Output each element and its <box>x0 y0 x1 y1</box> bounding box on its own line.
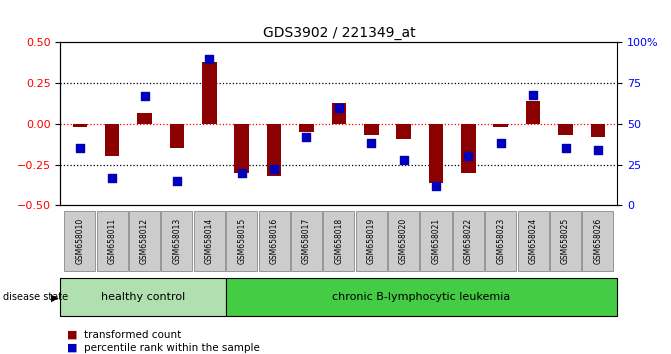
Text: GSM658015: GSM658015 <box>238 218 246 264</box>
Text: healthy control: healthy control <box>101 292 185 302</box>
Bar <box>291 211 322 271</box>
Bar <box>72 124 87 127</box>
Point <box>333 105 344 110</box>
Point <box>204 56 215 62</box>
Bar <box>356 211 386 271</box>
Point <box>139 93 150 99</box>
Bar <box>60 278 225 316</box>
Text: GSM658019: GSM658019 <box>367 218 376 264</box>
Bar <box>129 211 160 271</box>
Bar <box>323 211 354 271</box>
Bar <box>97 211 127 271</box>
Bar <box>493 124 508 127</box>
Bar <box>590 124 605 137</box>
Text: GSM658020: GSM658020 <box>399 218 408 264</box>
Text: GSM658024: GSM658024 <box>529 218 537 264</box>
Bar <box>64 211 95 271</box>
Bar <box>517 211 549 271</box>
Text: GSM658022: GSM658022 <box>464 218 473 264</box>
Text: transformed count: transformed count <box>84 330 181 339</box>
Text: GSM658010: GSM658010 <box>75 218 85 264</box>
Point <box>366 141 376 146</box>
Point <box>301 134 312 140</box>
Text: ■: ■ <box>67 330 78 339</box>
Bar <box>364 124 378 135</box>
Point <box>268 167 279 172</box>
Point <box>528 92 539 97</box>
Bar <box>331 103 346 124</box>
Text: GSM658023: GSM658023 <box>497 218 505 264</box>
Bar <box>461 124 476 173</box>
Bar <box>202 62 217 124</box>
Point <box>236 170 247 176</box>
Point <box>172 178 183 184</box>
Bar <box>397 124 411 138</box>
Text: GSM658026: GSM658026 <box>593 218 603 264</box>
Point <box>463 154 474 159</box>
Bar <box>225 278 617 316</box>
Point <box>74 145 85 151</box>
Bar <box>170 124 185 148</box>
Bar <box>299 124 314 132</box>
Bar <box>105 124 119 156</box>
Point <box>560 145 571 151</box>
Text: disease state: disease state <box>3 292 68 302</box>
Text: GSM658025: GSM658025 <box>561 218 570 264</box>
Text: GSM658018: GSM658018 <box>334 218 344 264</box>
Text: GSM658014: GSM658014 <box>205 218 214 264</box>
Bar <box>429 124 444 183</box>
Bar <box>550 211 581 271</box>
Point <box>107 175 117 181</box>
Title: GDS3902 / 221349_at: GDS3902 / 221349_at <box>262 26 415 40</box>
Bar <box>526 101 540 124</box>
Bar <box>485 211 516 271</box>
Bar <box>138 113 152 124</box>
Bar <box>421 211 452 271</box>
Text: percentile rank within the sample: percentile rank within the sample <box>84 343 260 353</box>
Point <box>431 183 442 189</box>
Bar <box>162 211 193 271</box>
Point <box>592 147 603 153</box>
Text: GSM658017: GSM658017 <box>302 218 311 264</box>
Text: ▶: ▶ <box>51 292 58 302</box>
Text: GSM658013: GSM658013 <box>172 218 181 264</box>
Text: GSM658011: GSM658011 <box>108 218 117 264</box>
Bar <box>267 124 281 176</box>
Text: GSM658016: GSM658016 <box>270 218 278 264</box>
Bar <box>582 211 613 271</box>
Text: GSM658021: GSM658021 <box>431 218 440 264</box>
Point <box>399 157 409 162</box>
Bar <box>453 211 484 271</box>
Bar <box>258 211 290 271</box>
Bar <box>194 211 225 271</box>
Bar <box>226 211 257 271</box>
Text: GSM658012: GSM658012 <box>140 218 149 264</box>
Text: ■: ■ <box>67 343 78 353</box>
Bar <box>234 124 249 173</box>
Point <box>495 141 506 146</box>
Text: chronic B-lymphocytic leukemia: chronic B-lymphocytic leukemia <box>332 292 511 302</box>
Bar <box>388 211 419 271</box>
Bar <box>558 124 573 135</box>
